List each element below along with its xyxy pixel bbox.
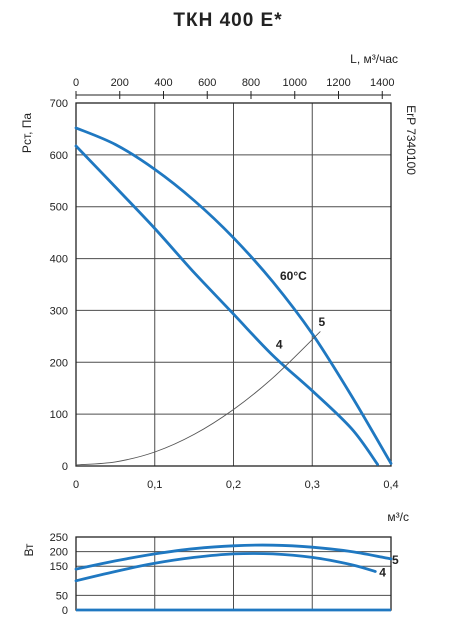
power-y-tick-label: 0	[62, 605, 68, 617]
power-flow-chart: 0 50 150 200 250 54	[50, 532, 399, 617]
top-tick-label: 1400	[370, 77, 394, 89]
power-y-tick-label: 250	[50, 532, 68, 544]
power-y-tick-label: 200	[50, 547, 68, 559]
curve-label-4: 4	[276, 338, 283, 352]
y-tick-label: 300	[50, 305, 68, 317]
curve-label-5: 5	[319, 315, 326, 329]
top-tick-label: 1200	[326, 77, 350, 89]
power-curve-5	[74, 543, 393, 571]
top-tick-label: 600	[198, 77, 216, 89]
x-tick-label: 0,3	[305, 479, 320, 491]
power-curve-label-5: 5	[392, 553, 399, 567]
bottom-axis-label: м³/с	[387, 510, 409, 524]
x-tick-label: 0,1	[147, 479, 162, 491]
chart-title: ТКН 400 Е*	[173, 10, 282, 31]
y-axis-label: Рст, Па	[20, 113, 34, 153]
x-tick-label: 0,2	[226, 479, 241, 491]
top-axis-label: L, м³/час	[350, 52, 398, 66]
power-axis-label: Вт	[22, 543, 36, 557]
y-tick-label: 600	[50, 150, 68, 162]
curve-4	[74, 144, 379, 466]
y-tick-label: 0	[62, 461, 68, 473]
y-tick-label: 400	[50, 254, 68, 266]
power-y-tick-label: 50	[56, 590, 68, 602]
top-tick-label: 400	[154, 77, 172, 89]
temperature-annotation: 60°C	[280, 269, 307, 283]
top-tick-label: 0	[73, 77, 79, 89]
power-curve-4	[74, 552, 377, 583]
x-tick-label: 0,4	[383, 479, 398, 491]
system-curve	[75, 331, 321, 466]
erp-label: ErP 7340100	[404, 105, 418, 175]
top-tick-label: 1000	[283, 77, 307, 89]
y-tick-label: 700	[50, 98, 68, 110]
y-tick-label: 200	[50, 357, 68, 369]
x-tick-label: 0	[73, 479, 79, 491]
y-tick-label: 100	[50, 409, 68, 421]
pressure-flow-chart: 0 100 200 300 400 500 600 700 0 0,1 0,2 0,3 0,4 0 200 4…	[50, 77, 399, 491]
power-y-tick-label: 150	[50, 561, 68, 573]
y-tick-label: 500	[50, 202, 68, 214]
curve-5	[74, 126, 393, 465]
plot-frame	[75, 102, 392, 467]
top-tick-label: 800	[242, 77, 260, 89]
power-curve-label-4: 4	[379, 565, 386, 579]
top-tick-label: 200	[111, 77, 129, 89]
